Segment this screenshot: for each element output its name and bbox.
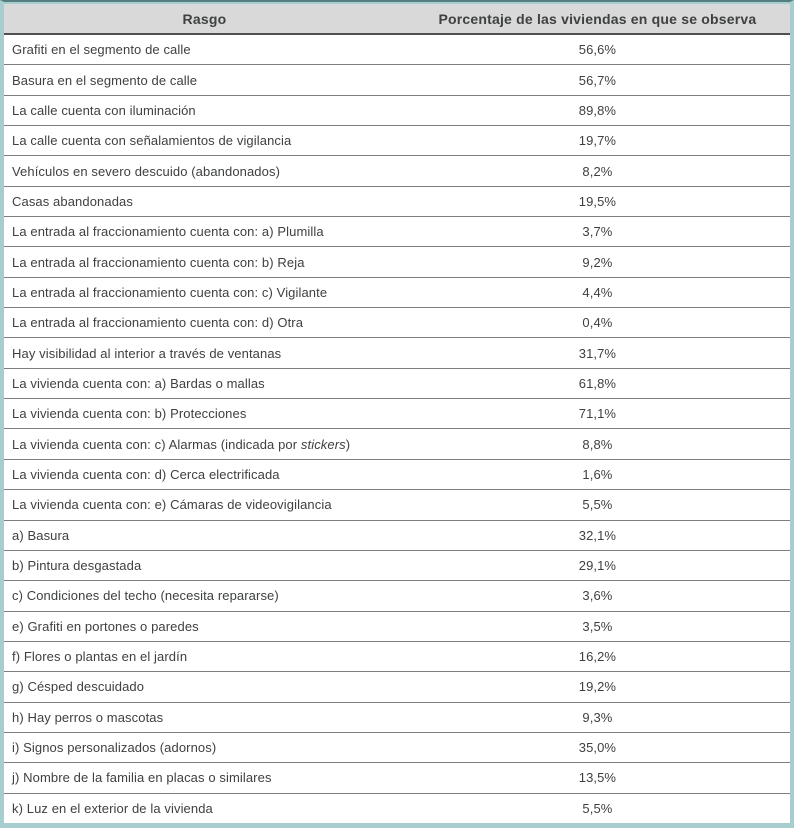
rasgo-cell: La entrada al fraccionamiento cuenta con… (12, 254, 305, 270)
rasgo-cell: Casas abandonadas (12, 193, 133, 209)
valor-cell: 5,5% (582, 497, 613, 513)
table-row: La entrada al fraccionamiento cuenta con… (4, 217, 790, 248)
valor-cell: 71,1% (578, 406, 617, 422)
table-row: La vivienda cuenta con: b) Protecciones 7… (4, 399, 790, 430)
table-row: Basura en el segmento de calle 56,7% (4, 65, 790, 96)
valor-cell: 31,7% (578, 345, 617, 361)
rasgo-cell: La vivienda cuenta con: d) Cerca electri… (12, 466, 280, 482)
valor-cell: 61,8% (578, 375, 617, 391)
column-header-rasgo: Rasgo (182, 10, 227, 27)
valor-cell: 0,4% (582, 315, 613, 331)
rasgo-cell: i) Signos personalizados (adornos) (12, 740, 217, 756)
table-row: e) Grafiti en portones o paredes 3,5% (4, 611, 790, 642)
valor-cell: 9,2% (582, 254, 613, 270)
table-row: La entrada al fraccionamiento cuenta con… (4, 247, 790, 278)
rasgo-cell: La entrada al fraccionamiento cuenta con… (12, 284, 328, 300)
rasgo-cell: a) Basura (12, 527, 70, 543)
table-row: b) Pintura desgastada 29,1% (4, 550, 790, 582)
table-header-row: Rasgo Porcentaje de las viviendas en que… (4, 4, 790, 35)
valor-cell: 32,1% (578, 527, 617, 543)
table-row: La calle cuenta con señalamientos de vig… (4, 126, 790, 157)
rasgo-cell: Grafiti en el segmento de calle (12, 42, 191, 58)
table-row: La vivienda cuenta con: d) Cerca electri… (4, 459, 790, 491)
table-row: k) Luz en el exterior de la vivienda 5,5% (4, 793, 790, 823)
rasgo-cell: La entrada al fraccionamiento cuenta con… (12, 315, 304, 331)
rasgo-cell: Vehículos en severo descuido (abandonado… (12, 163, 280, 179)
rasgo-cell: La vivienda cuenta con: b) Protecciones (12, 406, 247, 422)
rasgo-cell: f) Flores o plantas en el jardín (12, 649, 188, 665)
valor-cell: 29,1% (578, 558, 617, 574)
table-row: i) Signos personalizados (adornos) 35,0% (4, 732, 790, 764)
valor-cell: 89,8% (578, 102, 617, 118)
table-row: c) Condiciones del techo (necesita repar… (4, 581, 790, 612)
rasgo-cell: Hay visibilidad al interior a través de … (12, 345, 282, 361)
valor-cell: 19,7% (578, 133, 617, 149)
table-row: f) Flores o plantas en el jardín 16,2% (4, 641, 790, 673)
table-row: La calle cuenta con iluminación 89,8% (4, 95, 790, 127)
rasgo-cell: b) Pintura desgastada (12, 558, 142, 574)
valor-cell: 3,7% (582, 224, 613, 240)
table-row: g) Césped descuidado 19,2% (4, 672, 790, 703)
table-row: La entrada al fraccionamiento cuenta con… (4, 277, 790, 309)
valor-cell: 13,5% (578, 770, 617, 786)
rasgo-cell: k) Luz en el exterior de la vivienda (12, 800, 213, 816)
column-header-porcentaje: Porcentaje de las viviendas en que se ob… (438, 10, 757, 27)
table-row: j) Nombre de la familia en placas o simi… (4, 763, 790, 794)
valor-cell: 35,0% (578, 740, 617, 756)
valor-cell: 19,2% (578, 679, 617, 695)
table-row: a) Basura 32,1% (4, 520, 790, 551)
table-top-accent (4, 2, 790, 4)
table-row: Casas abandonadas 19,5% (4, 186, 790, 218)
rasgo-cell: Basura en el segmento de calle (12, 72, 198, 88)
table-row: Hay visibilidad al interior a través de … (4, 338, 790, 369)
valor-cell: 56,7% (578, 72, 617, 88)
rasgo-cell: c) Condiciones del techo (necesita repar… (12, 588, 279, 604)
rasgo-cell: g) Césped descuidado (12, 679, 145, 695)
rasgo-cell: La vivienda cuenta con: a) Bardas o mall… (12, 375, 265, 391)
rasgo-cell: La entrada al fraccionamiento cuenta con… (12, 224, 324, 240)
table-row: La vivienda cuenta con: e) Cámaras de vi… (4, 490, 790, 521)
rasgo-cell: h) Hay perros o mascotas (12, 709, 164, 725)
rasgo-cell: La vivienda cuenta con: c) Alarmas (indi… (12, 436, 351, 452)
table-row: Vehículos en severo descuido (abandonado… (4, 156, 790, 187)
rasgo-cell: La vivienda cuenta con: e) Cámaras de vi… (12, 497, 332, 513)
valor-cell: 5,5% (582, 800, 613, 816)
rasgo-cell: La calle cuenta con señalamientos de vig… (12, 133, 292, 149)
valor-cell: 56,6% (578, 42, 617, 58)
table-row: La entrada al fraccionamiento cuenta con… (4, 308, 790, 339)
table-row: La vivienda cuenta con: c) Alarmas (indi… (4, 429, 790, 460)
valor-cell: 16,2% (578, 649, 617, 665)
valor-cell: 1,6% (582, 466, 613, 482)
valor-cell: 3,5% (582, 618, 613, 634)
valor-cell: 4,4% (582, 284, 613, 300)
valor-cell: 19,5% (578, 193, 617, 209)
table-body: Grafiti en el segmento de calle 56,6% Basu… (4, 35, 790, 823)
rasgo-cell: La calle cuenta con iluminación (12, 102, 196, 118)
table-row: h) Hay perros o mascotas 9,3% (4, 702, 790, 733)
valor-cell: 9,3% (582, 709, 613, 725)
table-row: La vivienda cuenta con: a) Bardas o mall… (4, 368, 790, 400)
valor-cell: 3,6% (582, 588, 613, 604)
valor-cell: 8,2% (582, 163, 613, 179)
rasgo-cell: e) Grafiti en portones o paredes (12, 618, 199, 634)
rasgo-cell: j) Nombre de la familia en placas o simi… (12, 770, 272, 786)
table-row: Grafiti en el segmento de calle 56,6% (4, 35, 790, 66)
valor-cell: 8,8% (582, 436, 613, 452)
